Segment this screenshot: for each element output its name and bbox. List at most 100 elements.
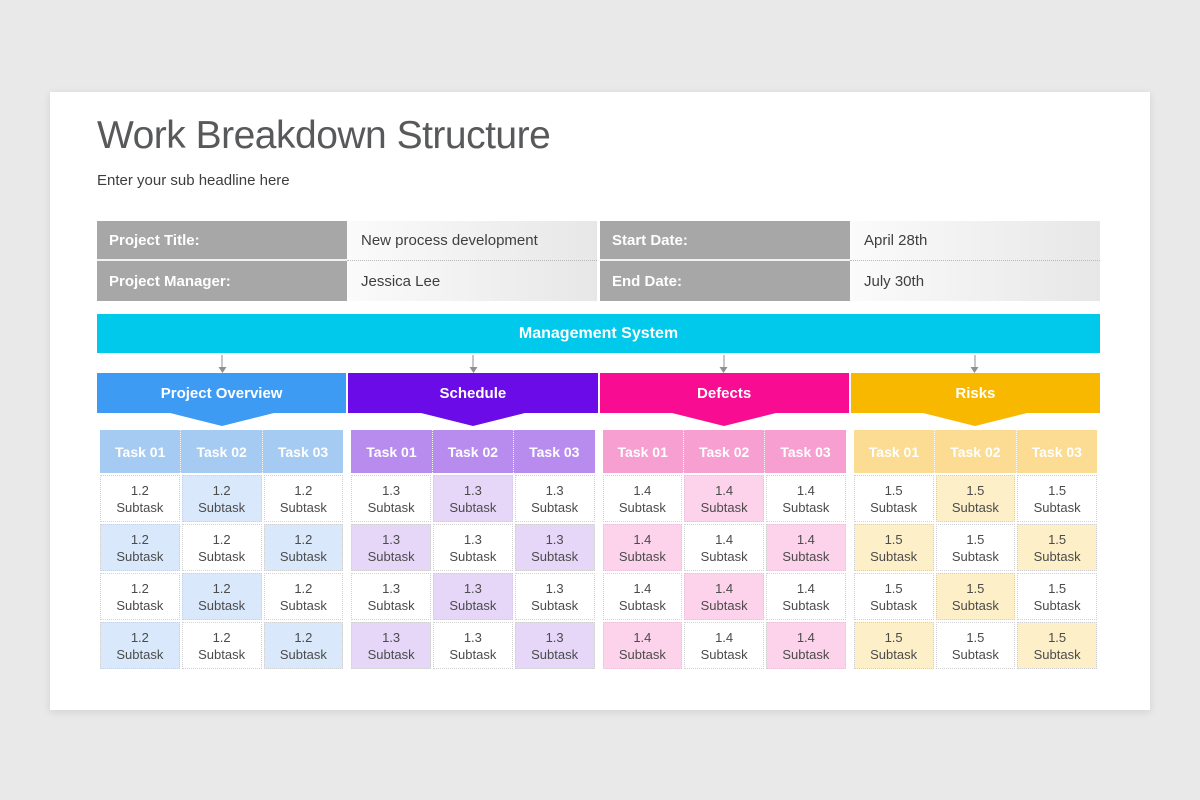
down-arrow-icon [221,355,223,367]
project-info-left-table: Project Title: New process development P… [97,221,597,301]
subtask-label: Subtask [531,499,579,515]
subtask-label: Subtask [198,548,246,564]
task-header-cell: Task 01 [100,430,181,473]
subtask-label: Subtask [116,646,164,662]
subtask-cell: 1.3 Subtask [351,622,431,669]
subtask-label: Subtask [531,597,579,613]
section-title: Project Overview [160,384,283,402]
subtask-cell: 1.5 Subtask [1017,573,1097,620]
project-manager-label: Project Manager: [97,261,347,301]
subtask-cell: 1.5 Subtask [1017,475,1097,522]
subtask-number: 1.5 [966,531,985,547]
task-header-cell: Task 01 [853,430,935,473]
subtask-cell: 1.2 Subtask [100,524,180,571]
project-info-right-table: Start Date: April 28th End Date: July 30… [600,221,1100,301]
subtask-number: 1.4 [633,531,652,547]
task-header-cell: Task 03 [1015,430,1098,473]
project-title-label: Project Title: [97,221,347,261]
subtask-number: 1.3 [382,482,401,498]
subtask-number: 1.3 [382,629,401,645]
subtask-cell: 1.3 Subtask [351,475,431,522]
subtask-label: Subtask [870,548,918,564]
task-header-cell: Task 03 [764,430,846,473]
subtask-number: 1.5 [1048,482,1067,498]
subtask-label: Subtask [198,597,246,613]
subtask-number: 1.4 [715,482,734,498]
subtask-number: 1.2 [212,531,231,547]
subtask-label: Subtask [116,597,164,613]
subtask-label: Subtask [367,548,415,564]
subtask-number: 1.5 [966,580,985,596]
subtask-cell: 1.5 Subtask [1017,622,1097,669]
subtask-label: Subtask [1033,499,1081,515]
task-header-cell: Task 03 [513,430,595,473]
subtask-cell: 1.5 Subtask [935,475,1016,522]
subtask-label: Subtask [951,499,999,515]
subtask-grid: 1.3 Subtask 1.3 Subtask 1.3 Subtask 1.3 Subtask… [351,475,595,669]
subtask-cell: 1.5 Subtask [1017,524,1097,571]
end-date-value: July 30th [850,261,1100,301]
subtask-label: Subtask [367,646,415,662]
subtask-cell: 1.2 Subtask [100,622,180,669]
subtask-label: Subtask [198,499,246,515]
subtask-cell: 1.2 Subtask [263,622,344,669]
subtask-number: 1.2 [130,482,149,498]
subtask-number: 1.5 [884,482,903,498]
subtask-label: Subtask [449,597,497,613]
subtask-number: 1.2 [130,531,149,547]
start-date-label: Start Date: [600,221,850,261]
start-date-value: April 28th [850,221,1100,261]
subtask-cell: 1.2 Subtask [100,475,180,522]
subtask-cell: 1.5 Subtask [935,573,1016,620]
task-header-row: Task 01 Task 02 Task 03 [853,430,1098,473]
subtask-cell: 1.5 Subtask [853,573,934,620]
subtask-cell: 1.3 Subtask [514,573,595,620]
subtask-cell: 1.4 Subtask [684,573,764,620]
subtask-number: 1.4 [633,482,652,498]
page-subtitle: Enter your sub headline here [97,172,290,189]
subtask-label: Subtask [618,597,666,613]
subtask-label: Subtask [870,499,918,515]
subtask-number: 1.4 [796,629,815,645]
subtask-cell: 1.2 Subtask [181,622,262,669]
section-header-notch [672,413,777,426]
task-header-cell: Task 02 [431,430,514,473]
section-header-notch [923,413,1028,426]
subtask-label: Subtask [1033,548,1081,564]
task-header-cell: Task 02 [682,430,765,473]
subtask-label: Subtask [449,646,497,662]
subtask-cell: 1.3 Subtask [514,622,595,669]
subtask-number: 1.2 [130,580,149,596]
task-header-row: Task 01 Task 02 Task 03 [100,430,344,473]
section-title: Schedule [439,384,507,402]
subtask-cell: 1.3 Subtask [433,475,513,522]
subtask-number: 1.3 [545,531,564,547]
subtask-cell: 1.3 Subtask [514,524,595,571]
task-header-cell: Task 02 [180,430,262,473]
subtask-grid: 1.5 Subtask 1.5 Subtask 1.5 Subtask 1.5 Subtask… [853,475,1097,669]
subtask-number: 1.4 [633,580,652,596]
subtask-label: Subtask [1033,646,1081,662]
subtask-number: 1.4 [633,629,652,645]
subtask-cell: 1.2 Subtask [181,573,262,620]
task-table: Task 01 Task 02 Task 03 1.4 Subtask 1.4 Subtas… [602,430,846,669]
subtask-number: 1.5 [1048,580,1067,596]
subtask-number: 1.4 [715,580,734,596]
section-title: Risks [955,384,996,402]
subtask-cell: 1.5 Subtask [935,622,1016,669]
subtask-number: 1.5 [1048,629,1067,645]
subtask-label: Subtask [279,646,327,662]
management-system-label: Management System [518,324,679,342]
subtask-number: 1.2 [294,531,313,547]
subtask-label: Subtask [951,646,999,662]
task-table: Task 01 Task 02 Task 03 1.2 Subtask 1.2 Subtas… [100,430,344,669]
subtask-cell: 1.5 Subtask [935,524,1016,571]
subtask-cell: 1.2 Subtask [263,524,344,571]
subtask-number: 1.3 [382,580,401,596]
subtask-label: Subtask [870,597,918,613]
subtask-number: 1.2 [212,482,231,498]
page-title: Work Breakdown Structure [97,114,551,157]
subtask-label: Subtask [279,499,327,515]
subtask-label: Subtask [449,499,497,515]
section-schedule: Schedule Task 01 Task 02 Task 03 1.3 Subtask 1… [348,373,598,669]
